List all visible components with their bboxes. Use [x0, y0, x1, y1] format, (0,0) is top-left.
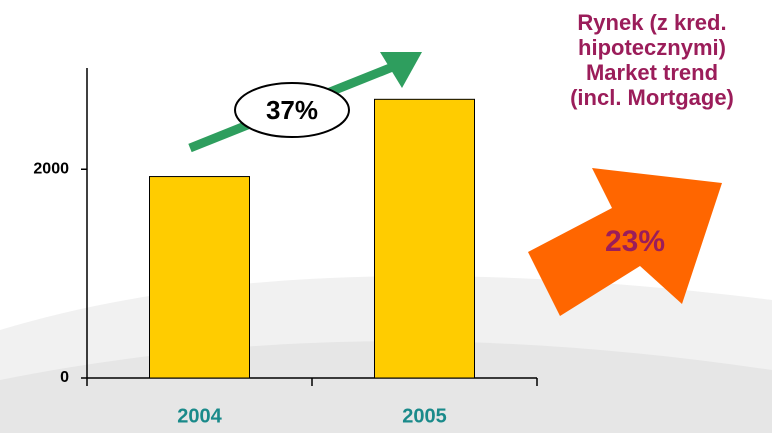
growth-ellipse [234, 82, 350, 138]
x-tick-label: 2005 [402, 405, 447, 427]
market-growth-label: 23% [605, 225, 665, 258]
market-label: Market trend [586, 60, 718, 85]
bar [149, 176, 250, 379]
market-label: Rynek (z kred. [577, 10, 726, 35]
market-label: hipotecznymi) [578, 35, 726, 60]
growth-label: 37% [266, 95, 318, 125]
x-tick-label: 2004 [177, 405, 222, 427]
y-tick-label: 0 [60, 369, 69, 386]
market-label: (incl. Mortgage) [570, 85, 734, 110]
market-arrow [528, 168, 722, 316]
trend-arrow-head [380, 52, 422, 88]
bar [374, 98, 475, 379]
y-tick-label: 2000 [33, 160, 69, 177]
